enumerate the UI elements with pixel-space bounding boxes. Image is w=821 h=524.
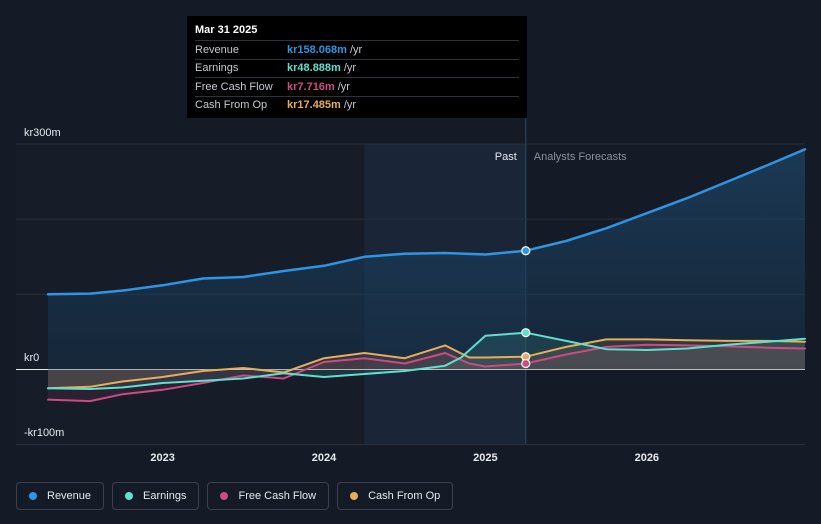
line-free-cash-flow xyxy=(47,343,806,403)
tooltip-row-revenue: Revenue kr158.068m /yr xyxy=(195,40,519,59)
legend-item-cash-from-op[interactable]: Cash From Op xyxy=(337,482,454,510)
x-tick-label: 2026 xyxy=(635,452,659,464)
legend-label: Cash From Op xyxy=(368,490,441,502)
line-earnings xyxy=(47,331,806,390)
marker-earnings xyxy=(521,328,531,338)
past-label: Past xyxy=(495,151,517,163)
tooltip-row-cash-from-op: Cash From Op kr17.485m /yr xyxy=(195,95,519,115)
area-earnings xyxy=(48,332,805,389)
tooltip-value: kr17.485m xyxy=(287,99,341,112)
legend-dot-icon xyxy=(350,492,359,500)
y-tick-label: kr300m xyxy=(24,127,61,139)
legend-dot-icon xyxy=(125,492,134,500)
tooltip: Mar 31 2025 Revenue kr158.068m /yr Earni… xyxy=(187,16,527,118)
line-revenue xyxy=(46,148,807,296)
y-tick-label: kr0 xyxy=(24,352,39,364)
tooltip-label: Cash From Op xyxy=(195,99,268,112)
legend-label: Revenue xyxy=(47,490,92,502)
y-tick-label: -kr100m xyxy=(24,427,64,439)
legend-dot-icon xyxy=(220,492,229,500)
marker-free-cash-flow xyxy=(521,358,531,369)
legend-label: Earnings xyxy=(143,490,187,502)
marker-revenue xyxy=(521,246,531,256)
tooltip-row-free-cash-flow: Free Cash Flow kr7.716m /yr xyxy=(195,77,519,96)
x-tick-label: 2025 xyxy=(473,452,497,464)
tooltip-label: Revenue xyxy=(195,43,240,56)
x-tick-label: 2024 xyxy=(312,452,337,464)
tooltip-value: kr7.716m xyxy=(287,80,335,93)
tooltip-unit: /yr xyxy=(343,62,357,75)
tooltip-label: Free Cash Flow xyxy=(195,80,273,93)
forecast-label: Analysts Forecasts xyxy=(534,151,627,163)
x-tick-label: 2023 xyxy=(150,452,174,464)
legend-dot-icon xyxy=(29,492,37,500)
tooltip-unit: /yr xyxy=(337,80,350,93)
tooltip-date: Mar 31 2025 xyxy=(195,24,258,36)
legend-label: Free Cash Flow xyxy=(238,490,317,502)
chart: kr300m kr0 -kr100m 2023 2024 2025 2026 P… xyxy=(16,118,807,464)
legend-item-free-cash-flow[interactable]: Free Cash Flow xyxy=(207,482,330,510)
area-free-cash-flow xyxy=(48,344,805,402)
legend-item-revenue[interactable]: Revenue xyxy=(16,482,105,510)
area-cash-from-op xyxy=(48,339,805,389)
tooltip-label: Earnings xyxy=(195,62,239,75)
legend: Revenue Earnings Free Cash Flow Cash Fro… xyxy=(16,482,454,510)
line-cash-from-op xyxy=(47,338,806,390)
tooltip-row-earnings: Earnings kr48.888m /yr xyxy=(195,58,519,78)
area-revenue xyxy=(48,149,805,370)
legend-item-earnings[interactable]: Earnings xyxy=(112,482,200,510)
tooltip-unit: /yr xyxy=(349,43,363,56)
tooltip-unit: /yr xyxy=(343,99,357,112)
tooltip-value: kr158.068m xyxy=(287,43,347,56)
tooltip-value: kr48.888m xyxy=(287,62,341,75)
